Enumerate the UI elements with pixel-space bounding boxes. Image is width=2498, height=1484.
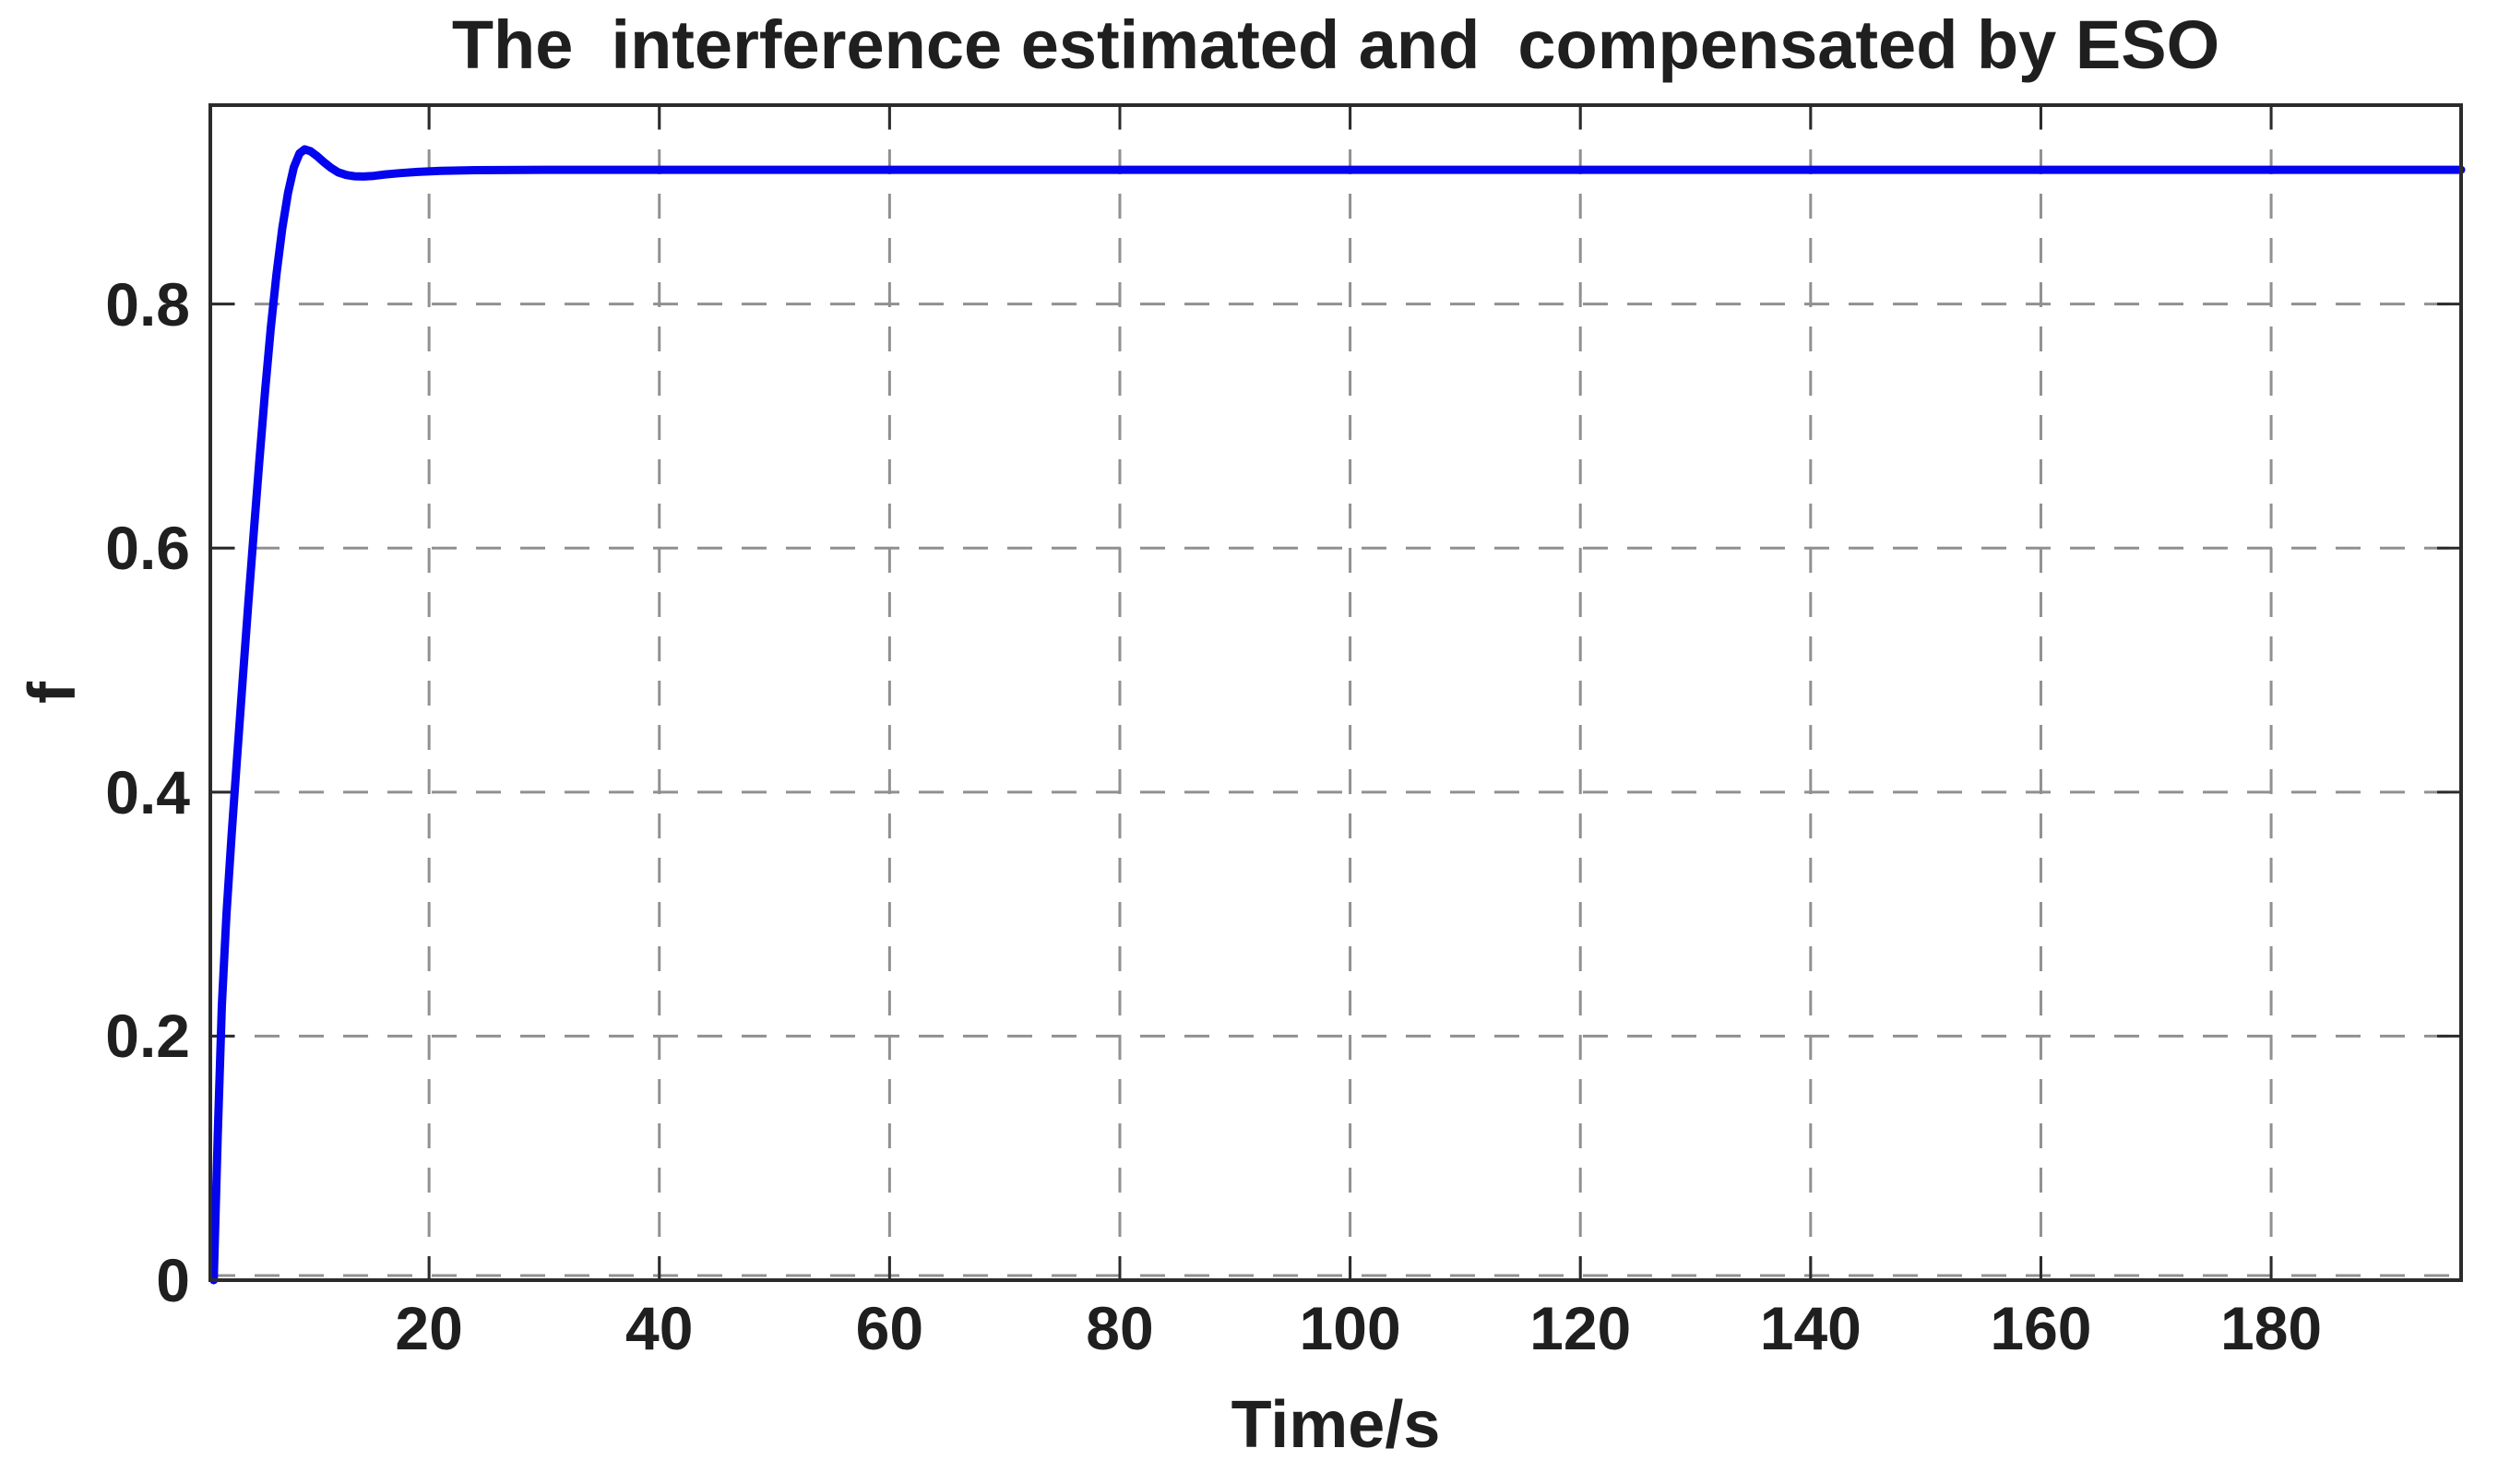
x-tick-label: 60 bbox=[855, 1294, 924, 1362]
x-tick-label: 120 bbox=[1529, 1294, 1632, 1362]
y-tick-label: 0.4 bbox=[105, 757, 190, 826]
x-tick-label: 160 bbox=[1990, 1294, 2092, 1362]
axes-border bbox=[208, 103, 2463, 1282]
x-tick-label: 140 bbox=[1759, 1294, 1862, 1362]
x-tick-label: 20 bbox=[395, 1294, 463, 1362]
x-tick-label: 40 bbox=[625, 1294, 694, 1362]
x-tick-label: 180 bbox=[2220, 1294, 2323, 1362]
y-tick-label: 0.8 bbox=[105, 269, 190, 338]
series-line bbox=[209, 145, 2466, 1285]
x-axis-label: Time/s bbox=[1231, 1388, 1441, 1462]
x-tick-label: 80 bbox=[1086, 1294, 1154, 1362]
y-tick-label: 0.6 bbox=[105, 514, 190, 583]
y-tick-label: 0.2 bbox=[105, 1002, 190, 1071]
y-tick-label: 0 bbox=[156, 1246, 190, 1314]
x-tick-label: 100 bbox=[1299, 1294, 1401, 1362]
chart-title: The interference estimated and compensat… bbox=[451, 6, 2220, 83]
